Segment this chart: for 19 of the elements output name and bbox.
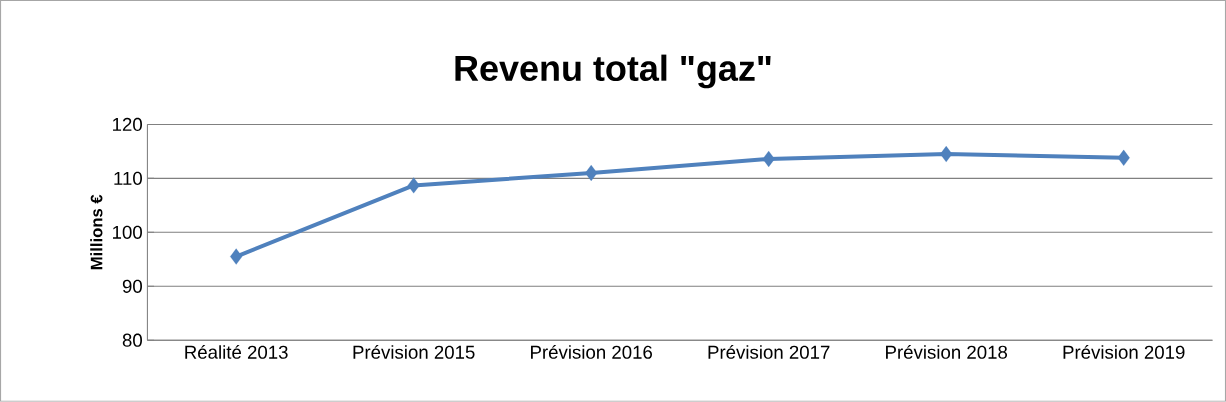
y-tick-label: 90 [122,279,142,294]
point [230,248,243,265]
y-tick-label: 100 [113,225,142,240]
x-tick-label: Prévision 2018 [886,345,1008,359]
y-tick-label: 110 [114,171,142,186]
x-tick-label: Prévision 2015 [353,345,475,359]
chart-title: Revenu total "gaz" [455,54,771,89]
point [407,177,420,194]
x-tick-label: Prévision 2019 [1063,345,1185,359]
x-tick-label: Réalité 2013 [185,345,288,359]
x-tick-label: Prévision 2017 [708,345,830,359]
point [940,146,953,163]
point [762,151,775,168]
point [585,165,598,182]
y-axis-title: Millions € [90,194,103,270]
y-tick-label: 120 [113,117,142,132]
y-tick-label: 80 [122,333,142,347]
point [1117,149,1130,167]
x-tick-label: Prévision 2016 [531,345,653,359]
